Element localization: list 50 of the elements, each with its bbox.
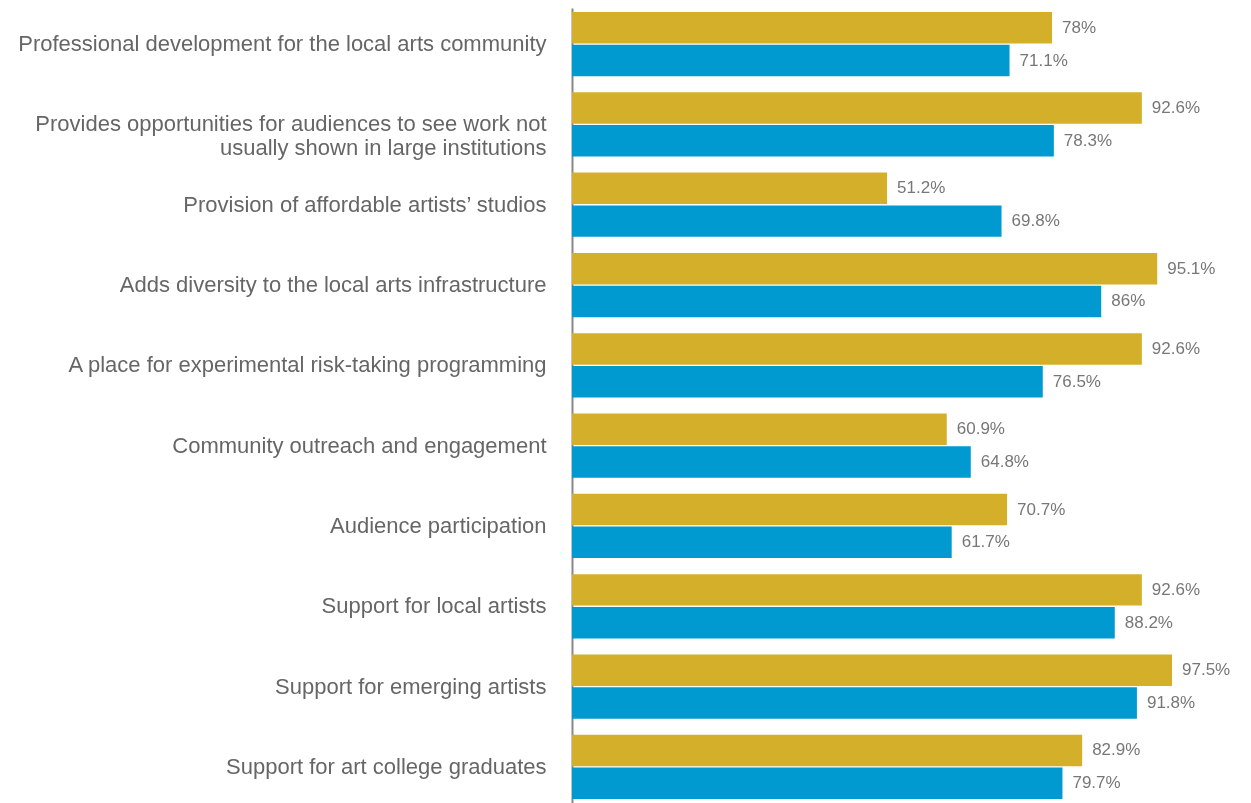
data-label: 79.7% <box>1072 773 1121 793</box>
bar <box>572 172 888 205</box>
data-label: 92.6% <box>1151 579 1201 599</box>
bar <box>572 413 947 445</box>
data-label: 92.6% <box>1151 98 1201 118</box>
y-tick-label: Community outreach and engagement <box>172 432 547 458</box>
data-label: 82.9% <box>1092 740 1141 760</box>
data-label: 97.5% <box>1182 660 1231 680</box>
bar <box>572 333 1142 365</box>
data-label: 71.1% <box>1019 50 1068 70</box>
bar <box>572 366 1043 398</box>
data-label: 95.1% <box>1167 258 1216 278</box>
bar <box>572 574 1142 606</box>
data-label: 78% <box>1062 17 1097 37</box>
bar <box>572 606 1115 639</box>
data-label: 92.6% <box>1151 338 1201 358</box>
bar <box>572 205 1002 237</box>
bar <box>572 687 1137 719</box>
data-label: 88.2% <box>1124 612 1173 632</box>
data-label: 69.8% <box>1011 211 1060 231</box>
y-tick-label: Professional development for the local arts community <box>18 31 547 57</box>
data-label: 64.8% <box>980 452 1029 472</box>
y-tick-label: Support for art college graduates <box>226 753 547 779</box>
data-label: 76.5% <box>1052 371 1101 391</box>
y-tick-label: A place for experimental risk-taking programming <box>68 352 547 378</box>
y-tick-label: Adds diversity to the local arts infrastructure <box>119 272 547 298</box>
bar <box>572 125 1054 157</box>
bar <box>572 493 1008 526</box>
data-label: 51.2% <box>897 178 946 198</box>
data-label: 91.8% <box>1146 692 1196 712</box>
bar <box>572 252 1158 285</box>
bar <box>572 526 952 559</box>
y-tick-label: Support for local artists <box>321 593 547 619</box>
bar <box>572 446 971 478</box>
y-tick-label: Provides opportunities for audiences to see work not usually shown in large institutions <box>35 111 547 161</box>
bar <box>572 12 1052 44</box>
bar <box>572 92 1142 124</box>
data-label: 70.7% <box>1017 499 1066 519</box>
bar <box>572 44 1010 77</box>
data-label: 78.3% <box>1063 130 1113 150</box>
bar <box>572 767 1063 799</box>
data-label: 61.7% <box>961 532 1010 552</box>
y-tick-label: Provision of affordable artists’ studios <box>183 191 547 217</box>
bar <box>572 285 1102 318</box>
data-label: 86% <box>1111 291 1146 311</box>
y-tick-label: Audience participation <box>330 512 547 538</box>
y-tick-label: Support for emerging artists <box>275 673 547 699</box>
bar <box>572 734 1083 767</box>
data-label: 60.9% <box>956 419 1005 439</box>
bar <box>572 654 1172 686</box>
